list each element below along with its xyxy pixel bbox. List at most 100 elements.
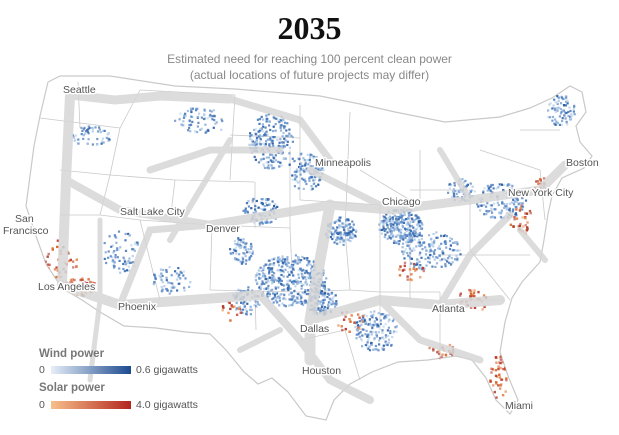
generation-site bbox=[265, 114, 268, 117]
generation-site bbox=[396, 216, 399, 219]
generation-site bbox=[567, 114, 570, 117]
generation-site bbox=[183, 286, 186, 289]
generation-site bbox=[355, 321, 358, 324]
generation-site bbox=[403, 227, 407, 230]
generation-site bbox=[342, 243, 345, 246]
generation-site bbox=[382, 221, 385, 225]
generation-site bbox=[340, 325, 343, 328]
generation-site bbox=[332, 296, 335, 299]
generation-site bbox=[286, 264, 289, 268]
generation-site bbox=[244, 308, 248, 311]
generation-site bbox=[117, 230, 121, 233]
generation-site bbox=[229, 319, 232, 322]
generation-site bbox=[413, 265, 416, 268]
generation-site bbox=[348, 330, 351, 333]
generation-site bbox=[112, 251, 115, 254]
generation-site bbox=[421, 223, 424, 226]
generation-site bbox=[236, 243, 239, 246]
generation-site bbox=[278, 279, 281, 283]
generation-site bbox=[513, 215, 516, 219]
generation-site bbox=[378, 339, 381, 342]
generation-site bbox=[317, 168, 321, 171]
generation-site bbox=[483, 213, 486, 216]
generation-site bbox=[411, 232, 414, 235]
generation-site bbox=[131, 247, 134, 251]
generation-site bbox=[554, 110, 557, 113]
generation-site bbox=[495, 396, 498, 399]
generation-site bbox=[295, 280, 298, 284]
generation-site bbox=[375, 316, 378, 320]
generation-site bbox=[288, 146, 291, 149]
generation-site bbox=[254, 210, 258, 213]
generation-site bbox=[274, 279, 277, 282]
generation-site bbox=[290, 281, 293, 284]
generation-site bbox=[349, 240, 352, 243]
generation-site bbox=[230, 304, 233, 307]
generation-site bbox=[45, 268, 48, 272]
generation-site bbox=[573, 106, 576, 109]
generation-site bbox=[161, 289, 164, 293]
generation-site bbox=[212, 126, 215, 129]
generation-site bbox=[512, 208, 515, 211]
generation-site bbox=[44, 260, 47, 263]
generation-site bbox=[269, 153, 272, 156]
generation-site bbox=[348, 318, 351, 321]
generation-site bbox=[344, 315, 347, 318]
generation-site bbox=[303, 276, 306, 279]
generation-site bbox=[258, 277, 261, 280]
generation-site bbox=[367, 333, 370, 336]
generation-site bbox=[384, 336, 388, 339]
generation-site bbox=[456, 249, 459, 252]
generation-site bbox=[76, 142, 79, 145]
generation-site bbox=[515, 200, 518, 203]
generation-site bbox=[300, 259, 303, 262]
generation-site bbox=[336, 242, 339, 245]
generation-site bbox=[401, 250, 404, 253]
generation-site bbox=[439, 259, 442, 262]
state-border bbox=[229, 134, 301, 139]
generation-site bbox=[82, 134, 85, 137]
generation-site bbox=[285, 129, 288, 132]
generation-site bbox=[495, 381, 498, 384]
generation-site bbox=[288, 128, 291, 131]
state-borders bbox=[39, 81, 560, 381]
generation-site bbox=[305, 282, 308, 285]
generation-site bbox=[337, 231, 341, 234]
generation-site bbox=[229, 248, 232, 251]
generation-site bbox=[206, 117, 209, 120]
generation-site bbox=[344, 327, 347, 331]
generation-site bbox=[235, 251, 238, 254]
generation-site bbox=[297, 273, 300, 276]
generation-site bbox=[493, 202, 496, 205]
generation-site bbox=[396, 234, 399, 237]
generation-site bbox=[269, 128, 272, 132]
generation-site bbox=[265, 156, 268, 159]
generation-site bbox=[405, 223, 408, 226]
generation-site bbox=[304, 289, 307, 292]
generation-site bbox=[432, 250, 436, 253]
generation-site bbox=[288, 266, 291, 269]
generation-site bbox=[161, 274, 164, 277]
generation-site bbox=[239, 289, 242, 292]
generation-site bbox=[424, 257, 427, 261]
generation-site bbox=[279, 126, 282, 129]
generation-site bbox=[548, 116, 552, 119]
generation-site bbox=[497, 384, 500, 387]
generation-site bbox=[204, 123, 207, 126]
generation-site bbox=[242, 308, 245, 311]
generation-site bbox=[105, 136, 108, 139]
generation-site bbox=[556, 102, 559, 106]
generation-site bbox=[442, 234, 446, 238]
generation-site bbox=[556, 121, 559, 124]
generation-site bbox=[267, 164, 270, 167]
generation-site bbox=[268, 270, 271, 273]
generation-site bbox=[82, 137, 85, 140]
generation-site bbox=[524, 224, 527, 227]
generation-site bbox=[266, 204, 269, 207]
generation-site bbox=[300, 162, 303, 165]
generation-site bbox=[394, 218, 398, 221]
generation-site bbox=[497, 367, 500, 371]
generation-site bbox=[418, 217, 421, 220]
generation-site bbox=[403, 257, 406, 260]
generation-site bbox=[402, 253, 405, 256]
